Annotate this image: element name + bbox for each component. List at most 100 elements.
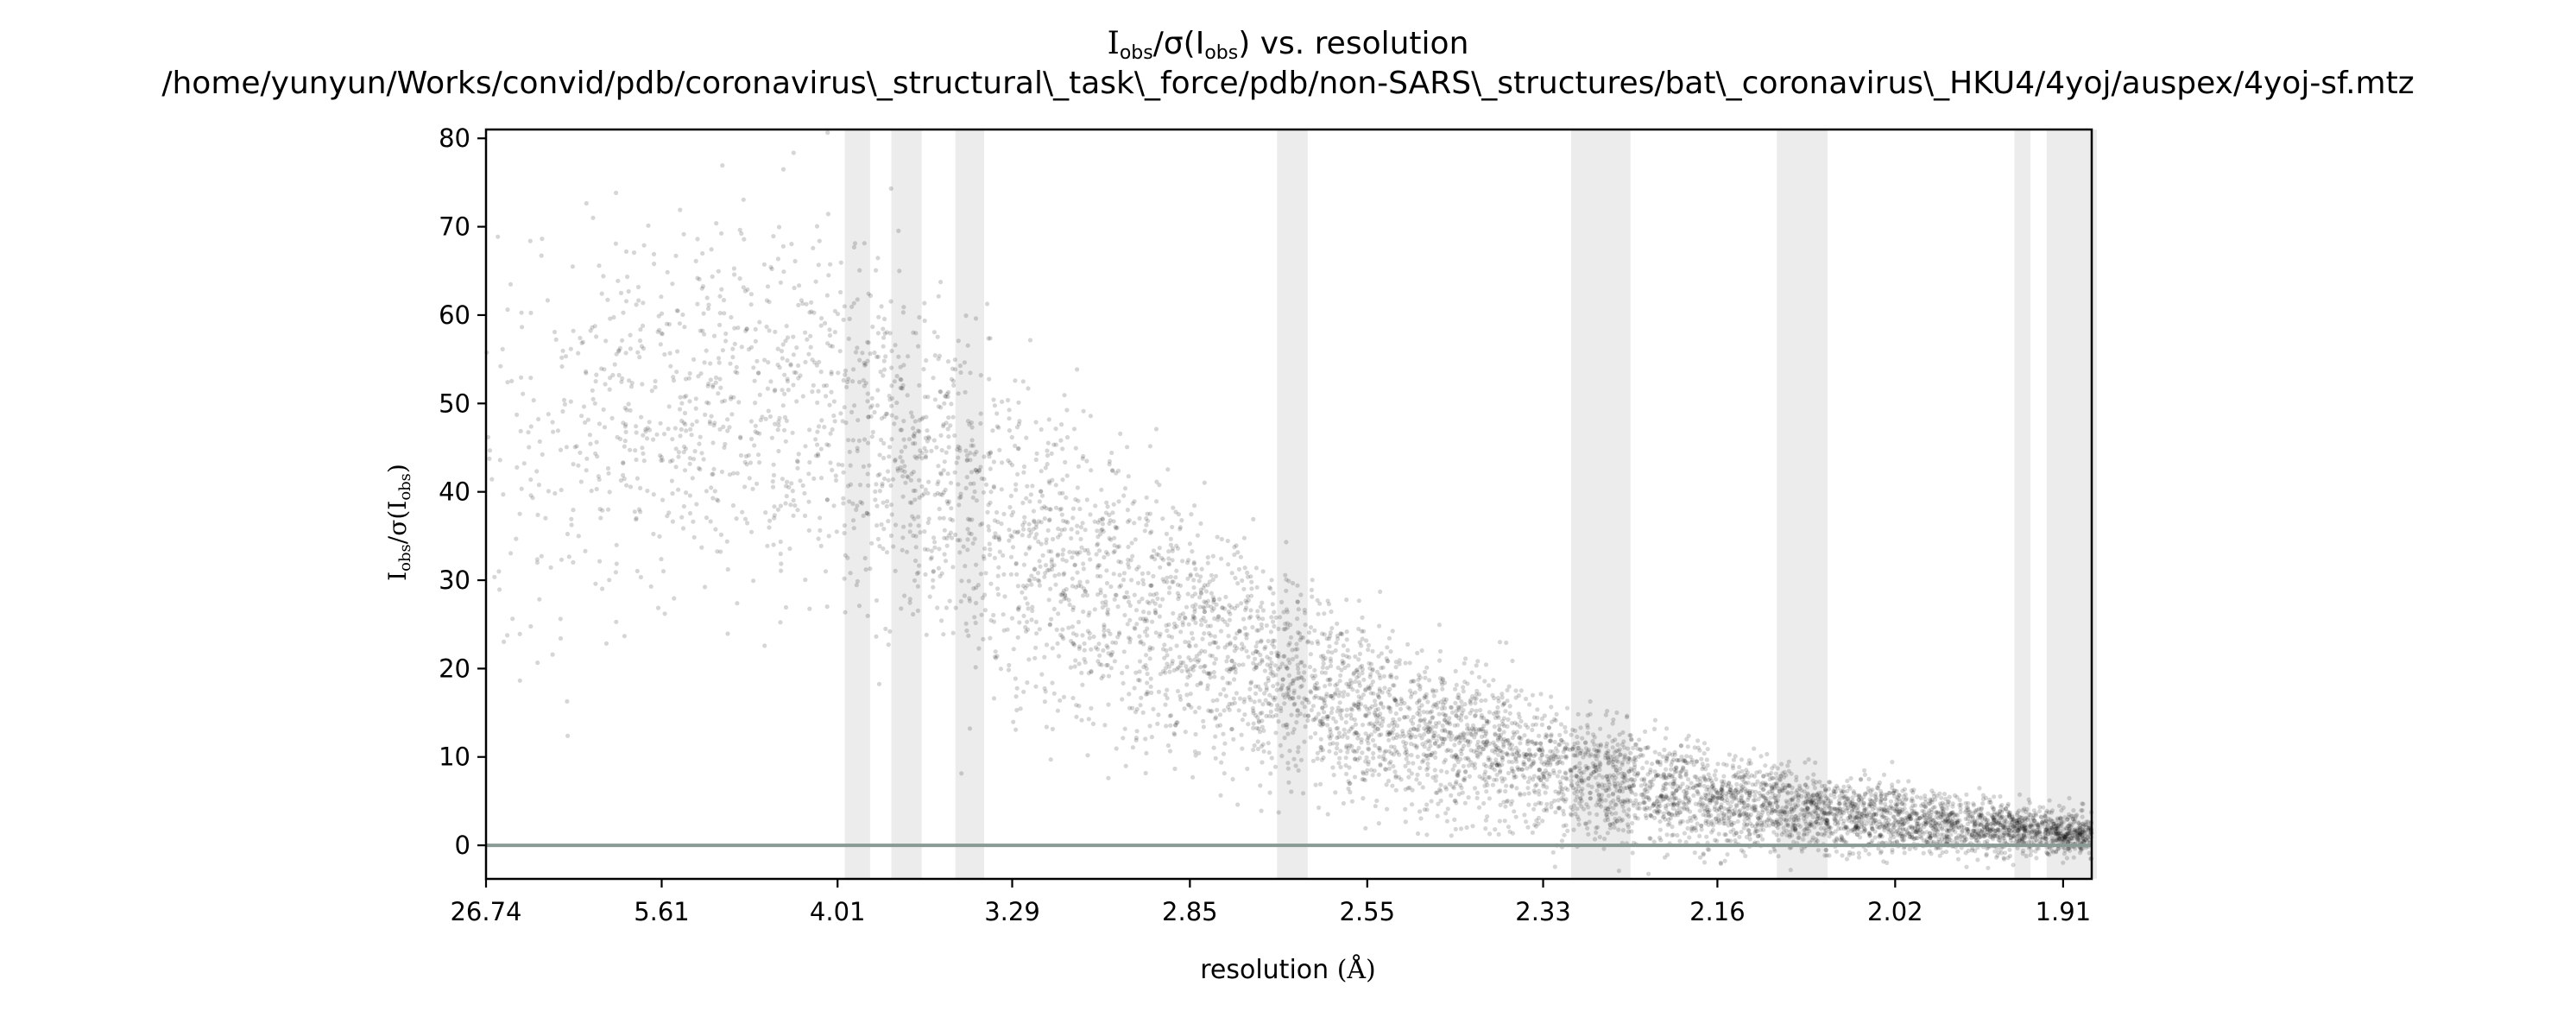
data-point [521, 461, 527, 466]
title-tail: ) vs. resolution [1238, 26, 1468, 61]
data-point [1603, 712, 1608, 717]
data-point [1527, 775, 1532, 780]
data-point [1269, 615, 1274, 620]
data-point [1655, 795, 1660, 800]
data-point [1884, 824, 1889, 829]
data-point [860, 501, 865, 506]
data-point [1335, 742, 1340, 747]
data-point [1037, 627, 1042, 632]
data-point [1318, 654, 1323, 659]
data-point [1285, 621, 1290, 626]
data-point [1537, 767, 1543, 773]
data-point [1769, 809, 1774, 814]
data-point [1573, 728, 1578, 733]
data-point [916, 570, 921, 575]
data-point [767, 300, 772, 305]
data-point [616, 372, 622, 378]
data-point [1891, 790, 1896, 796]
data-point [1112, 659, 1117, 664]
data-point [1033, 525, 1039, 530]
data-point [1430, 704, 1436, 709]
data-point [1363, 825, 1368, 831]
data-point [1547, 772, 1552, 777]
data-point [1310, 758, 1316, 763]
data-point [1814, 811, 1819, 816]
data-point [1540, 818, 1545, 824]
data-point [1526, 791, 1531, 796]
data-point [1443, 736, 1448, 742]
data-point [2069, 836, 2074, 842]
data-point [1689, 757, 1695, 763]
data-point [1661, 772, 1666, 777]
data-point [1937, 791, 1942, 796]
data-point [804, 301, 809, 306]
data-point [681, 444, 687, 449]
data-point [1268, 629, 1273, 635]
data-point [888, 502, 894, 508]
data-point [1495, 705, 1500, 710]
data-point [1427, 752, 1432, 758]
data-point [1535, 715, 1540, 720]
data-point [1575, 745, 1581, 750]
data-point [618, 290, 624, 295]
data-point [1060, 557, 1065, 562]
data-point [1144, 515, 1149, 521]
data-point [653, 378, 658, 384]
data-point [1243, 605, 1249, 610]
data-point [807, 310, 812, 315]
data-point [946, 415, 951, 420]
data-point [1232, 677, 1237, 682]
data-point [1921, 850, 1926, 856]
data-point [1879, 814, 1885, 819]
data-point [1060, 627, 1065, 632]
data-point [1033, 420, 1039, 425]
data-point [1397, 658, 1402, 663]
data-point [1710, 823, 1716, 828]
data-point [622, 444, 627, 449]
data-point [638, 327, 643, 332]
data-point [498, 363, 503, 369]
data-point [2062, 837, 2068, 843]
data-point [667, 351, 672, 356]
data-point [921, 367, 926, 372]
data-point [2016, 827, 2021, 832]
data-point [1631, 803, 1636, 808]
data-point [697, 276, 702, 281]
data-point [2001, 832, 2006, 838]
data-point [1037, 499, 1042, 504]
data-point [1824, 822, 1829, 827]
data-point [1804, 825, 1809, 831]
data-point [1621, 739, 1626, 744]
data-point [1130, 745, 1135, 750]
data-point [1345, 735, 1350, 741]
data-point [1240, 717, 1245, 723]
data-point [1574, 764, 1579, 769]
data-point [526, 430, 531, 435]
data-point [883, 626, 888, 632]
data-point [1840, 788, 1846, 794]
data-point [1710, 797, 1715, 803]
data-point [1577, 761, 1582, 766]
data-point [828, 460, 833, 465]
data-point [1840, 809, 1845, 815]
data-point [1367, 660, 1372, 666]
data-point [962, 593, 967, 598]
data-point [1816, 790, 1822, 795]
data-point [2055, 831, 2060, 837]
data-point [1996, 818, 2001, 824]
data-point [1941, 806, 1946, 812]
data-point [590, 388, 595, 393]
data-point [2059, 839, 2064, 844]
data-point [974, 585, 979, 591]
data-point [1162, 642, 1167, 648]
data-point [999, 521, 1004, 527]
data-point [607, 387, 612, 392]
data-point [1670, 752, 1675, 757]
data-point [1455, 770, 1461, 775]
data-point [1774, 818, 1779, 823]
data-point [1942, 819, 1948, 825]
data-point [956, 338, 961, 344]
data-point [903, 480, 908, 485]
data-point [1944, 850, 1949, 855]
data-point [1192, 663, 1197, 668]
